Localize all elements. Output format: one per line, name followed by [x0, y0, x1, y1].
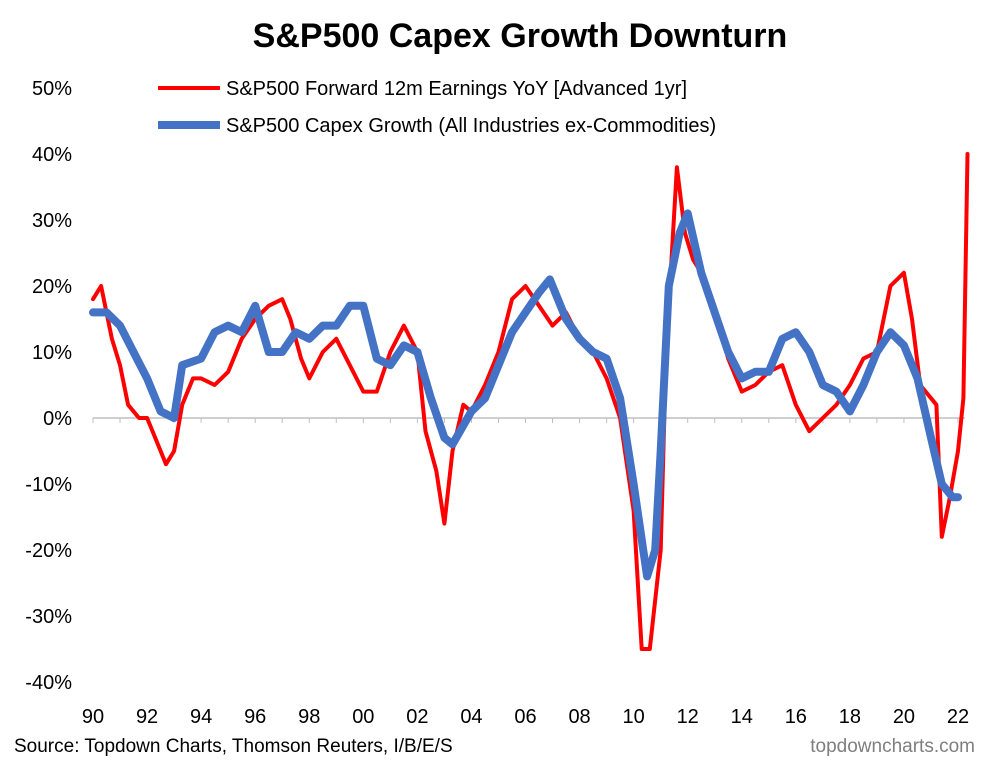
- x-tick-label: 92: [136, 706, 158, 728]
- x-tick-label: 94: [190, 706, 212, 728]
- x-tick-label: 02: [406, 706, 428, 728]
- x-tick-label: 22: [947, 706, 969, 728]
- legend-label-earnings: S&P500 Forward 12m Earnings YoY [Advance…: [226, 78, 687, 100]
- x-tick-label: 12: [677, 706, 699, 728]
- legend: S&P500 Forward 12m Earnings YoY [Advance…: [158, 78, 716, 137]
- x-tick-label: 04: [460, 706, 482, 728]
- y-tick-label: 40%: [32, 144, 72, 166]
- series-line-capex: [89, 209, 962, 581]
- x-tick-label: 06: [514, 706, 536, 728]
- x-tick-label: 98: [298, 706, 320, 728]
- y-tick-label: 0%: [43, 408, 72, 430]
- source-note: Source: Topdown Charts, Thomson Reuters,…: [14, 736, 453, 757]
- x-tick-label: 16: [785, 706, 807, 728]
- x-tick-label: 96: [244, 706, 266, 728]
- x-tick-label: 90: [82, 706, 104, 728]
- y-tick-label: 20%: [32, 276, 72, 298]
- y-tick-label: 10%: [32, 342, 72, 364]
- x-tick-label: 18: [839, 706, 861, 728]
- legend-label-capex: S&P500 Capex Growth (All Industries ex-C…: [226, 115, 716, 137]
- y-tick-label: -40%: [25, 672, 72, 694]
- watermark: topdowncharts.com: [810, 736, 975, 757]
- x-tick-label: 14: [731, 706, 753, 728]
- x-tick-label: 20: [893, 706, 915, 728]
- x-tick-label: 00: [352, 706, 374, 728]
- series-line-earnings: [91, 152, 970, 651]
- y-tick-label: 30%: [32, 210, 72, 232]
- y-tick-label: 50%: [32, 78, 72, 100]
- y-tick-label: -10%: [25, 474, 72, 496]
- y-tick-label: -30%: [25, 606, 72, 628]
- chart-title: S&P500 Capex Growth Downturn: [253, 17, 788, 55]
- x-tick-label: 10: [623, 706, 645, 728]
- x-tick-label: 08: [568, 706, 590, 728]
- y-tick-label: -20%: [25, 540, 72, 562]
